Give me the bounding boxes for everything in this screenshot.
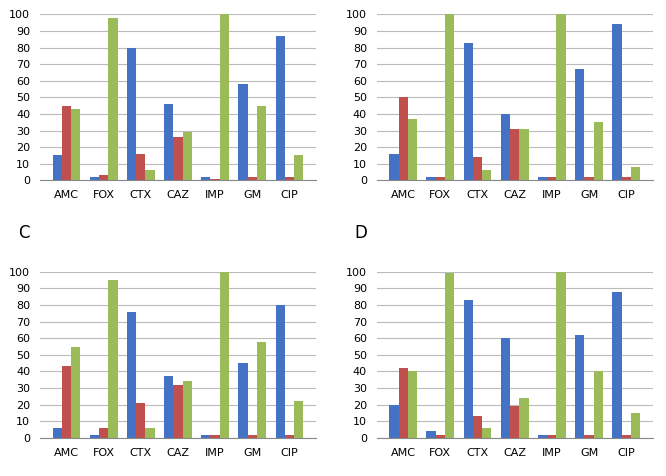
Bar: [538, 177, 547, 180]
Bar: [127, 48, 136, 180]
Bar: [210, 435, 220, 438]
Bar: [53, 428, 62, 438]
Bar: [109, 280, 118, 438]
Bar: [257, 106, 266, 180]
Bar: [398, 98, 408, 180]
Bar: [510, 129, 519, 180]
Bar: [90, 435, 99, 438]
Bar: [182, 132, 192, 180]
Bar: [62, 367, 71, 438]
Bar: [621, 435, 631, 438]
Bar: [62, 106, 71, 180]
Bar: [593, 371, 603, 438]
Bar: [285, 435, 294, 438]
Bar: [238, 363, 248, 438]
Bar: [389, 405, 398, 438]
Bar: [136, 154, 145, 180]
Bar: [182, 381, 192, 438]
Bar: [482, 170, 492, 180]
Bar: [575, 335, 584, 438]
Bar: [473, 157, 482, 180]
Bar: [389, 154, 398, 180]
Bar: [53, 156, 62, 180]
Bar: [398, 368, 408, 438]
Bar: [426, 177, 436, 180]
Text: C: C: [18, 224, 29, 242]
Bar: [294, 401, 304, 438]
Bar: [99, 176, 109, 180]
Bar: [145, 428, 155, 438]
Bar: [90, 177, 99, 180]
Bar: [538, 435, 547, 438]
Bar: [220, 14, 229, 180]
Bar: [584, 435, 593, 438]
Bar: [501, 338, 510, 438]
Bar: [201, 435, 210, 438]
Bar: [547, 435, 557, 438]
Bar: [238, 84, 248, 180]
Bar: [519, 398, 529, 438]
Bar: [220, 272, 229, 438]
Bar: [436, 177, 445, 180]
Bar: [547, 177, 557, 180]
Bar: [584, 177, 593, 180]
Bar: [71, 347, 81, 438]
Text: D: D: [354, 224, 368, 242]
Bar: [173, 385, 182, 438]
Bar: [145, 170, 155, 180]
Bar: [445, 14, 454, 180]
Bar: [71, 109, 81, 180]
Bar: [408, 371, 417, 438]
Bar: [285, 177, 294, 180]
Bar: [612, 292, 621, 438]
Bar: [464, 42, 473, 180]
Bar: [408, 119, 417, 180]
Bar: [173, 137, 182, 180]
Bar: [510, 407, 519, 438]
Bar: [257, 342, 266, 438]
Bar: [464, 300, 473, 438]
Bar: [445, 273, 454, 438]
Bar: [248, 435, 257, 438]
Bar: [109, 18, 118, 180]
Bar: [99, 428, 109, 438]
Bar: [557, 272, 566, 438]
Bar: [473, 416, 482, 438]
Bar: [519, 129, 529, 180]
Bar: [136, 403, 145, 438]
Bar: [593, 122, 603, 180]
Bar: [426, 431, 436, 438]
Bar: [276, 36, 285, 180]
Bar: [621, 177, 631, 180]
Bar: [631, 413, 640, 438]
Bar: [557, 14, 566, 180]
Bar: [482, 428, 492, 438]
Bar: [436, 435, 445, 438]
Bar: [294, 156, 304, 180]
Bar: [612, 24, 621, 180]
Bar: [501, 114, 510, 180]
Bar: [164, 377, 173, 438]
Bar: [210, 179, 220, 180]
Bar: [248, 177, 257, 180]
Bar: [575, 69, 584, 180]
Bar: [276, 305, 285, 438]
Bar: [201, 177, 210, 180]
Bar: [631, 167, 640, 180]
Bar: [164, 104, 173, 180]
Bar: [127, 312, 136, 438]
